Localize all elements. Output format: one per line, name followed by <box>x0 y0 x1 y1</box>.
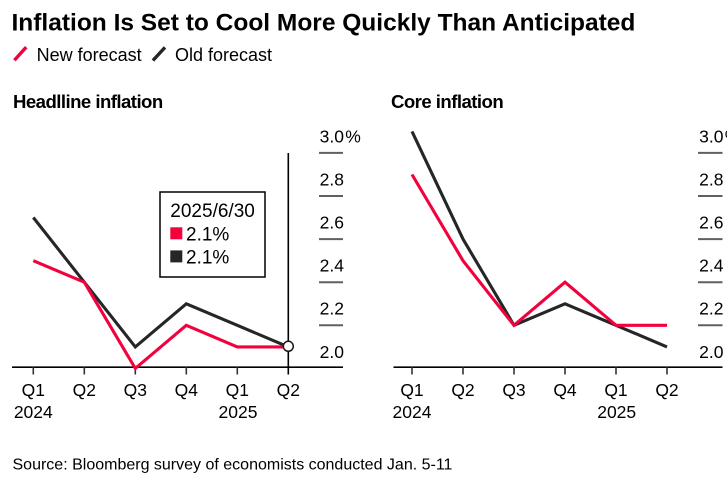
svg-text:2.1%: 2.1% <box>186 247 229 268</box>
svg-text:Q1: Q1 <box>22 380 45 400</box>
svg-text:Inflation Is Set to Cool More: Inflation Is Set to Cool More Quickly Th… <box>12 9 636 36</box>
svg-text:3.0: 3.0 <box>320 126 345 146</box>
svg-text:2.2: 2.2 <box>320 299 344 319</box>
svg-text:Q1: Q1 <box>226 380 249 400</box>
svg-text:Q3: Q3 <box>502 380 525 400</box>
svg-text:3.0: 3.0 <box>699 126 724 146</box>
svg-text:2.8: 2.8 <box>320 169 344 189</box>
svg-text:Q2: Q2 <box>655 380 678 400</box>
svg-text:Q4: Q4 <box>175 380 199 400</box>
svg-text:2.0: 2.0 <box>699 342 724 362</box>
svg-text:2.2: 2.2 <box>699 299 723 319</box>
svg-text:Q1: Q1 <box>604 380 627 400</box>
svg-text:2.4: 2.4 <box>699 256 724 276</box>
svg-text:2025/6/30: 2025/6/30 <box>170 201 255 222</box>
svg-text:New forecast: New forecast <box>37 45 142 65</box>
svg-text:2.4: 2.4 <box>320 256 345 276</box>
svg-text:2.1%: 2.1% <box>186 224 229 245</box>
svg-text:2024: 2024 <box>393 402 432 422</box>
svg-text:Source: Bloomberg survey of ec: Source: Bloomberg survey of economists c… <box>13 457 453 474</box>
svg-text:Q3: Q3 <box>124 380 147 400</box>
svg-text:Q4: Q4 <box>553 380 577 400</box>
svg-text:2025: 2025 <box>219 402 258 422</box>
svg-text:2025: 2025 <box>597 402 636 422</box>
svg-text:Q2: Q2 <box>451 380 474 400</box>
svg-text:Headlline inflation: Headlline inflation <box>13 91 163 112</box>
svg-text:2.6: 2.6 <box>699 213 723 233</box>
svg-text:Old forecast: Old forecast <box>175 45 272 65</box>
svg-text:%: % <box>345 126 361 146</box>
svg-text:%: % <box>725 126 727 146</box>
svg-text:Q1: Q1 <box>400 380 423 400</box>
svg-text:2024: 2024 <box>14 402 53 422</box>
svg-text:2.0: 2.0 <box>320 342 345 362</box>
svg-text:Q2: Q2 <box>277 380 300 400</box>
svg-text:2.6: 2.6 <box>320 213 344 233</box>
svg-text:2.8: 2.8 <box>699 169 723 189</box>
svg-text:Core inflation: Core inflation <box>391 91 503 112</box>
svg-text:Q2: Q2 <box>73 380 96 400</box>
